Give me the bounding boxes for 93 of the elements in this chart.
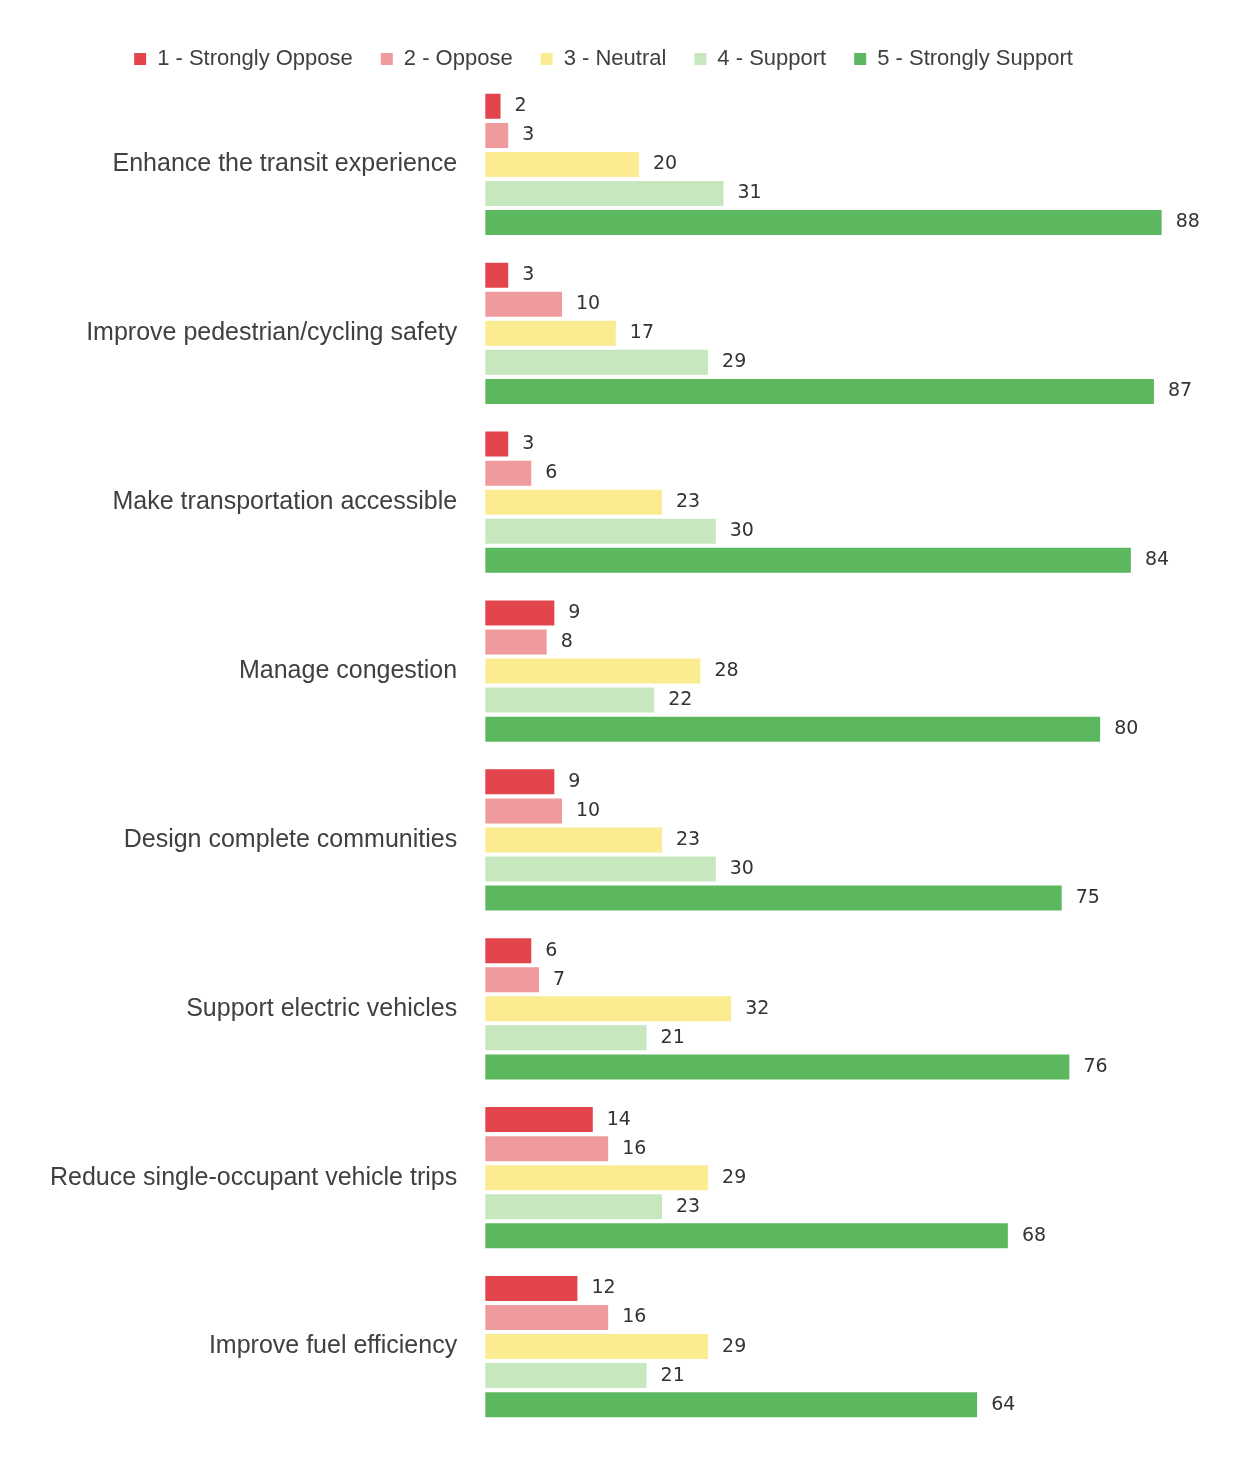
y-tick-label: Support electric vehicles: [186, 992, 458, 1021]
data-label: 2: [514, 93, 527, 116]
data-label: 23: [675, 489, 701, 512]
data-label: 75: [1075, 884, 1100, 907]
y-tick-label: Improve fuel efficiency: [208, 1330, 458, 1359]
data-label: 80: [1114, 716, 1139, 739]
data-label: 32: [745, 995, 770, 1018]
data-label: 76: [1083, 1053, 1108, 1076]
data-label: 29: [722, 349, 747, 372]
data-label: 3: [522, 431, 535, 454]
data-label: 12: [591, 1275, 616, 1298]
data-label: 29: [722, 1333, 747, 1356]
bar: [485, 291, 563, 317]
bar: [485, 658, 701, 684]
data-label: 3: [522, 122, 535, 145]
data-label: 29: [722, 1164, 747, 1187]
bar: [485, 769, 555, 795]
legend-label: 4 - Support: [717, 45, 827, 71]
y-tick-label: Manage congestion: [238, 654, 458, 683]
bar: [485, 827, 662, 853]
bar: [485, 1223, 1008, 1249]
bar: [485, 856, 716, 882]
y-tick-label: Improve pedestrian/cycling safety: [86, 317, 458, 346]
bar: [485, 938, 532, 964]
data-label: 14: [606, 1106, 631, 1129]
bar: [485, 122, 509, 148]
bar: [485, 629, 547, 655]
data-label: 31: [737, 180, 762, 203]
data-label: 22: [668, 687, 693, 710]
data-label: 30: [729, 855, 754, 878]
data-label: 6: [545, 937, 558, 960]
bar: [485, 1165, 709, 1191]
bar: [485, 1275, 578, 1301]
bar: [485, 489, 662, 515]
bar: [485, 460, 532, 486]
y-tick-label: Make transportation accessible: [112, 486, 458, 515]
bar: [485, 885, 1062, 911]
bar: [485, 687, 655, 713]
data-label: 10: [576, 797, 601, 820]
data-label: 21: [660, 1362, 685, 1385]
bar: [485, 996, 732, 1022]
legend-label: 3 - Neutral: [563, 45, 667, 71]
data-label: 10: [576, 291, 601, 314]
data-label: 68: [1021, 1222, 1047, 1245]
bar: [485, 378, 1154, 404]
bar: [485, 1305, 609, 1331]
bar: [485, 1025, 647, 1051]
data-label: 17: [629, 320, 655, 343]
bar: [485, 262, 509, 288]
bar: [485, 431, 509, 457]
data-label: 88: [1175, 209, 1200, 232]
bar: [485, 1194, 662, 1220]
bar: [485, 349, 709, 375]
bar: [485, 180, 724, 206]
bar: [485, 1334, 709, 1360]
data-label: 23: [675, 826, 701, 849]
data-label: 87: [1167, 378, 1193, 401]
y-tick-label: Reduce single-occupant vehicle trips: [49, 1161, 458, 1190]
bar: [485, 798, 563, 824]
bar: [485, 210, 1162, 236]
bar: [485, 151, 639, 177]
data-label: 20: [652, 151, 678, 174]
legend-label: 1 - Strongly Oppose: [157, 45, 353, 71]
bar: [485, 1054, 1070, 1080]
bar: [485, 1363, 647, 1389]
data-label: 8: [560, 628, 573, 651]
data-label: 9: [568, 599, 581, 622]
data-label: 28: [714, 658, 739, 680]
bar: [485, 1136, 609, 1162]
legend-label: 2 - Oppose: [403, 45, 513, 71]
data-label: 16: [622, 1135, 647, 1158]
bar: [485, 547, 1131, 573]
data-label: 21: [660, 1024, 685, 1047]
data-label: 6: [545, 460, 558, 483]
data-label: 30: [729, 518, 754, 541]
data-label: 16: [622, 1304, 647, 1327]
bar: [485, 716, 1101, 742]
data-label: 3: [522, 262, 535, 285]
y-tick-label: Enhance the transit experience: [112, 148, 458, 177]
legend-label: 5 - Strongly Support: [877, 45, 1073, 71]
data-label: 23: [675, 1193, 701, 1216]
data-label: 9: [568, 768, 581, 791]
bar: [485, 518, 716, 544]
bar: [485, 600, 555, 626]
y-tick-label: Design complete communities: [123, 823, 458, 852]
data-label: 64: [991, 1391, 1016, 1414]
bar: [485, 967, 539, 993]
data-label: 84: [1144, 547, 1170, 570]
bar: [485, 320, 616, 346]
bar: [485, 1107, 593, 1133]
bar: [485, 1392, 978, 1418]
bar: [485, 93, 501, 119]
data-label: 7: [552, 966, 566, 989]
